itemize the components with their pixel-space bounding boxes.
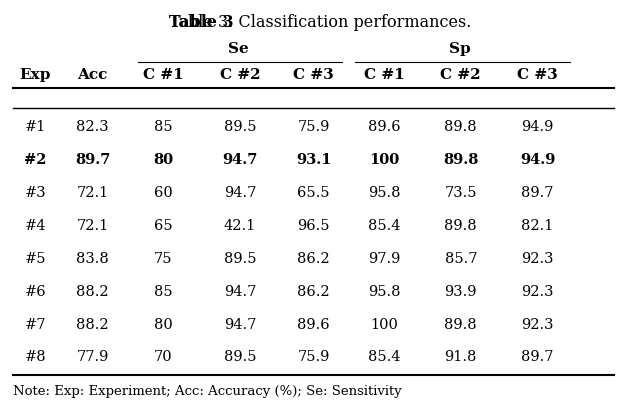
Text: #6: #6 [24,285,46,299]
Text: #1: #1 [24,120,46,134]
Text: Table 3: Table 3 [169,14,234,31]
Text: 94.7: 94.7 [224,285,256,299]
Text: Se: Se [228,42,249,56]
Text: 95.8: 95.8 [368,285,400,299]
Text: #3: #3 [24,186,46,200]
Text: 94.9: 94.9 [522,120,554,134]
Text: #4: #4 [24,219,46,233]
Text: 88.2: 88.2 [77,285,109,299]
Text: 94.9: 94.9 [520,153,556,167]
Text: 85.4: 85.4 [368,350,400,365]
Text: 86.2: 86.2 [298,252,330,266]
Text: Table 3. Classification performances.: Table 3. Classification performances. [169,14,471,31]
Text: 73.5: 73.5 [445,186,477,200]
Text: 97.9: 97.9 [368,252,400,266]
Text: #2: #2 [24,153,47,167]
Text: 65: 65 [154,219,173,233]
Text: C #2: C #2 [440,68,481,82]
Text: 77.9: 77.9 [77,350,109,365]
Text: 95.8: 95.8 [368,186,400,200]
Text: 70: 70 [154,350,173,365]
Text: 93.9: 93.9 [445,285,477,299]
Text: C #3: C #3 [293,68,334,82]
Text: 86.2: 86.2 [298,285,330,299]
Text: 80: 80 [153,153,173,167]
Text: 89.5: 89.5 [224,350,256,365]
Text: 94.7: 94.7 [224,186,256,200]
Text: 94.7: 94.7 [222,153,258,167]
Text: C #1: C #1 [364,68,404,82]
Text: 100: 100 [370,318,398,332]
Text: 92.3: 92.3 [522,252,554,266]
Text: 89.6: 89.6 [298,318,330,332]
Text: 72.1: 72.1 [77,219,109,233]
Text: Acc: Acc [77,68,108,82]
Text: 82.1: 82.1 [522,219,554,233]
Text: 96.5: 96.5 [298,219,330,233]
Text: Note: Exp: Experiment; Acc: Accuracy (%); Se: Sensitivity: Note: Exp: Experiment; Acc: Accuracy (%)… [13,385,401,397]
Text: 89.6: 89.6 [368,120,400,134]
Text: 89.5: 89.5 [224,252,256,266]
Text: 100: 100 [369,153,399,167]
Text: #8: #8 [24,350,46,365]
Text: 85: 85 [154,120,173,134]
Text: 85.4: 85.4 [368,219,400,233]
Text: 75: 75 [154,252,172,266]
Text: #5: #5 [24,252,46,266]
Text: 89.8: 89.8 [445,120,477,134]
Text: C #3: C #3 [517,68,558,82]
Text: 93.1: 93.1 [296,153,332,167]
Text: 89.7: 89.7 [522,350,554,365]
Text: 94.7: 94.7 [224,318,256,332]
Text: Sp: Sp [449,42,470,56]
Text: 42.1: 42.1 [224,219,256,233]
Text: 65.5: 65.5 [298,186,330,200]
Text: 75.9: 75.9 [298,350,330,365]
Text: 88.2: 88.2 [77,318,109,332]
Text: Exp: Exp [19,68,51,82]
Text: 82.3: 82.3 [77,120,109,134]
Text: 75.9: 75.9 [298,120,330,134]
Text: 89.8: 89.8 [445,318,477,332]
Text: 60: 60 [154,186,173,200]
Text: 85: 85 [154,285,173,299]
Text: C #1: C #1 [143,68,184,82]
Text: 89.8: 89.8 [445,219,477,233]
Text: 89.7: 89.7 [522,186,554,200]
Text: 89.8: 89.8 [443,153,479,167]
Text: C #2: C #2 [220,68,260,82]
Text: Table 3. Classification performances.: Table 3. Classification performances. [169,14,471,31]
Text: 80: 80 [154,318,173,332]
Text: 89.7: 89.7 [75,153,111,167]
Text: 91.8: 91.8 [445,350,477,365]
Text: 89.5: 89.5 [224,120,256,134]
Text: 83.8: 83.8 [76,252,109,266]
Text: 85.7: 85.7 [445,252,477,266]
Text: 72.1: 72.1 [77,186,109,200]
Text: 92.3: 92.3 [522,285,554,299]
Text: 92.3: 92.3 [522,318,554,332]
Text: #7: #7 [24,318,46,332]
